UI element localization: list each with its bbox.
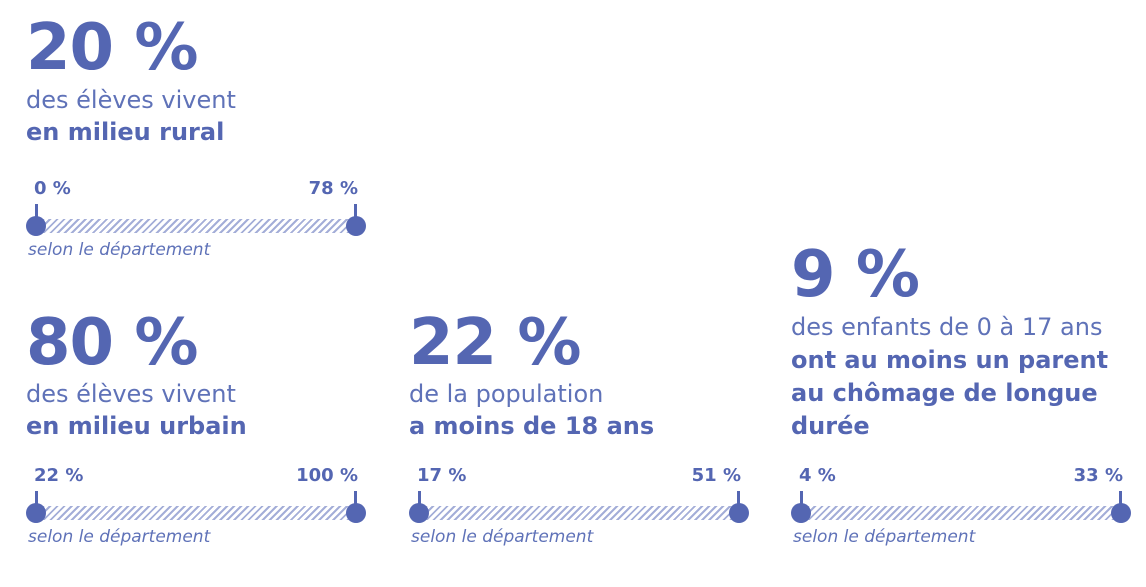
stat-unemployment-desc-bold-1: ont au moins un parent <box>791 346 1109 374</box>
range-population-min: 17 % <box>417 465 467 486</box>
stat-unemployment-desc-bold-2: au chômage de longue <box>791 379 1098 407</box>
range-rural-bar <box>36 219 356 233</box>
range-population: 17 % 51 % selon le département <box>409 465 749 546</box>
range-population-max: 51 % <box>691 465 741 486</box>
stat-population-desc: de la population <box>409 380 604 408</box>
stat-unemployment-desc: des enfants de 0 à 17 ans <box>791 313 1103 341</box>
range-urban-bar <box>36 506 356 520</box>
range-urban-max: 100 % <box>296 465 358 486</box>
stat-population-value: 22 % <box>409 306 581 380</box>
range-unemployment-min-dot <box>791 503 811 523</box>
range-unemployment-max-dot <box>1111 503 1131 523</box>
range-urban-min-dot <box>26 503 46 523</box>
stat-urban-desc-bold: en milieu urbain <box>26 412 247 440</box>
stat-unemployment-desc-bold-3: durée <box>791 412 870 440</box>
stat-rural-desc-bold: en milieu rural <box>26 118 225 146</box>
range-population-bar <box>419 506 739 520</box>
range-population-max-dot <box>729 503 749 523</box>
range-unemployment-min: 4 % <box>799 465 836 486</box>
range-rural-min-dot <box>26 216 46 236</box>
stat-rural-value: 20 % <box>26 11 198 85</box>
stat-population-desc-bold: a moins de 18 ans <box>409 412 655 440</box>
range-unemployment-caption: selon le département <box>793 527 976 547</box>
stat-urban-desc: des élèves vivent <box>26 380 236 408</box>
range-rural-max: 78 % <box>308 178 358 199</box>
range-rural: 0 % 78 % selon le département <box>26 178 366 259</box>
stat-rural-desc: des élèves vivent <box>26 86 236 114</box>
range-urban-caption: selon le département <box>28 527 211 547</box>
range-urban-max-dot <box>346 503 366 523</box>
range-urban-min: 22 % <box>34 465 84 486</box>
range-rural-min: 0 % <box>34 178 71 199</box>
range-population-caption: selon le département <box>411 527 594 547</box>
range-unemployment: 4 % 33 % selon le département <box>791 465 1131 546</box>
range-rural-max-dot <box>346 216 366 236</box>
stat-urban-value: 80 % <box>26 306 198 380</box>
range-population-min-dot <box>409 503 429 523</box>
range-unemployment-max: 33 % <box>1073 465 1123 486</box>
range-urban: 22 % 100 % selon le département <box>26 465 366 546</box>
range-rural-caption: selon le département <box>28 240 211 260</box>
range-unemployment-bar <box>801 506 1121 520</box>
stat-unemployment-value: 9 % <box>791 238 920 312</box>
